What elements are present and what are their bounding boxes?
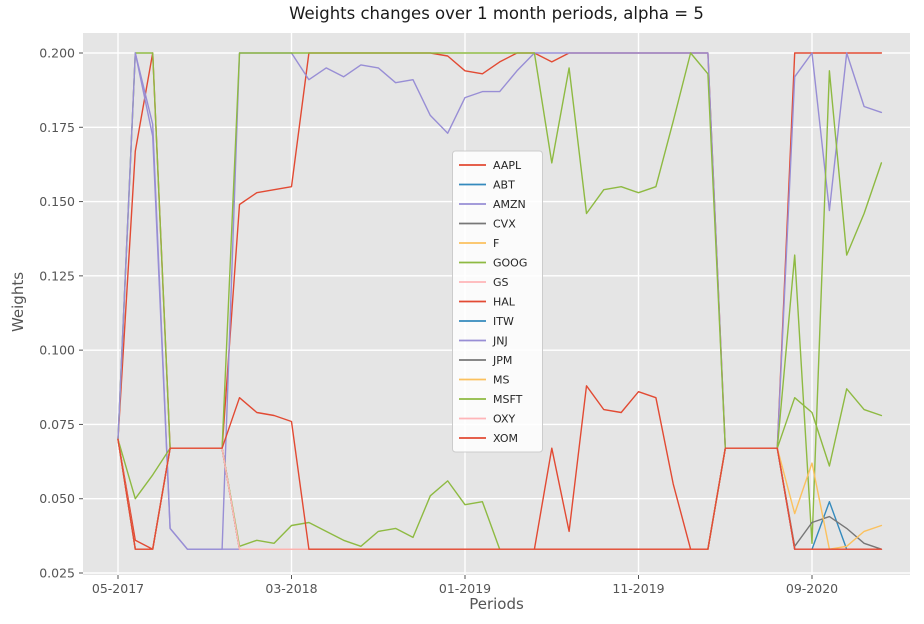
legend-item-F: F	[459, 237, 499, 250]
chart-title: Weights changes over 1 month periods, al…	[289, 4, 704, 23]
y-tick-label: 0.200	[39, 45, 75, 60]
x-tick-label: 09-2020	[786, 581, 838, 596]
legend-label-CVX: CVX	[493, 218, 516, 231]
legend-item-JNJ: JNJ	[459, 335, 508, 348]
legend-label-AAPL: AAPL	[493, 159, 522, 172]
legend-label-MSFT: MSFT	[493, 393, 523, 406]
legend-item-OXY: OXY	[459, 413, 515, 426]
legend-label-AMZN: AMZN	[493, 198, 526, 211]
legend-item-GS: GS	[459, 276, 509, 289]
legend-label-GOOG: GOOG	[493, 257, 527, 270]
legend-item-GOOG: GOOG	[459, 257, 527, 270]
legend-label-GS: GS	[493, 276, 509, 289]
y-tick-label: 0.075	[39, 417, 75, 432]
legend-label-MS: MS	[493, 374, 509, 387]
x-tick-label: 03-2018	[265, 581, 317, 596]
legend-item-XOM: XOM	[459, 432, 518, 445]
legend-label-XOM: XOM	[493, 432, 518, 445]
series-line-XOM	[117, 397, 883, 550]
legend-label-OXY: OXY	[493, 413, 515, 426]
y-tick-label: 0.100	[39, 343, 75, 358]
y-tick-label: 0.025	[39, 566, 75, 581]
legend-label-ITW: ITW	[493, 315, 514, 328]
legend-item-AMZN: AMZN	[459, 198, 526, 211]
legend-item-ITW: ITW	[459, 315, 514, 328]
legend-item-AAPL: AAPL	[459, 159, 522, 172]
y-tick-label: 0.050	[39, 491, 75, 506]
legend-item-CVX: CVX	[459, 218, 516, 231]
legend-label-ABT: ABT	[493, 179, 515, 192]
legend-box	[452, 150, 543, 453]
y-tick-label: 0.175	[39, 120, 75, 135]
y-tick-label: 0.150	[39, 194, 75, 209]
legend-label-HAL: HAL	[493, 296, 516, 309]
x-tick-label: 11-2019	[612, 581, 664, 596]
series-lines	[117, 52, 883, 550]
legend-label-JPM: JPM	[492, 354, 512, 367]
legend-item-JPM: JPM	[459, 354, 512, 367]
legend-item-ABT: ABT	[459, 179, 515, 192]
legend-item-MS: MS	[459, 374, 509, 387]
x-tick-label: 05-2017	[92, 581, 144, 596]
legend: AAPL ABT AMZN CVX F GOOG GS HAL ITW JNJ JPM MS MSFT O…	[452, 150, 543, 453]
x-tick-label: 01-2019	[439, 581, 491, 596]
legend-item-MSFT: MSFT	[459, 393, 523, 406]
x-axis-label: Periods	[469, 595, 524, 613]
legend-label-JNJ: JNJ	[492, 335, 508, 348]
legend-item-HAL: HAL	[459, 296, 516, 309]
y-axis-label: Weights	[9, 271, 27, 333]
axis-ticks: 0.025 0.050 0.075 0.100 0.125 0.150 0.175 0.200…	[39, 45, 838, 596]
legend-label-F: F	[493, 237, 499, 250]
y-tick-label: 0.125	[39, 268, 75, 283]
